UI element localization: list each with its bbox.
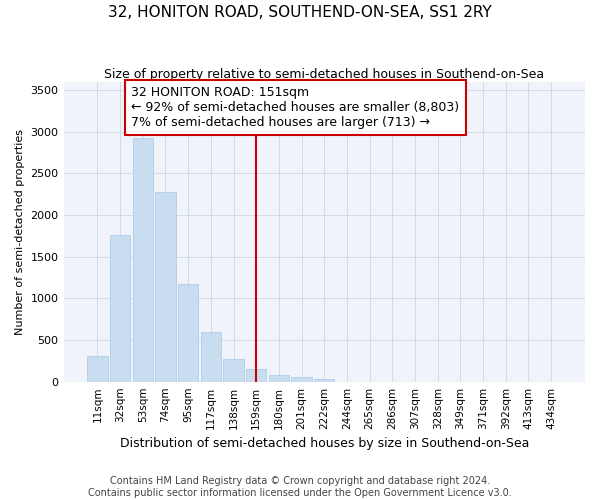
Y-axis label: Number of semi-detached properties: Number of semi-detached properties (15, 128, 25, 334)
Text: 32 HONITON ROAD: 151sqm
← 92% of semi-detached houses are smaller (8,803)
7% of : 32 HONITON ROAD: 151sqm ← 92% of semi-de… (131, 86, 460, 129)
Bar (178, 284, 199, 382)
Bar (314, 379, 334, 382)
Bar (110, 235, 130, 382)
X-axis label: Distribution of semi-detached houses by size in Southend-on-Sea: Distribution of semi-detached houses by … (119, 437, 529, 450)
Bar (87, 356, 107, 382)
Bar (200, 332, 221, 382)
Text: 32, HONITON ROAD, SOUTHEND-ON-SEA, SS1 2RY: 32, HONITON ROAD, SOUTHEND-ON-SEA, SS1 2… (108, 5, 492, 20)
Bar (223, 359, 244, 382)
Text: Contains HM Land Registry data © Crown copyright and database right 2024.
Contai: Contains HM Land Registry data © Crown c… (88, 476, 512, 498)
Bar (155, 192, 176, 382)
Bar (269, 375, 289, 382)
Bar (246, 369, 266, 382)
Bar (292, 377, 312, 382)
Bar (133, 138, 153, 382)
Title: Size of property relative to semi-detached houses in Southend-on-Sea: Size of property relative to semi-detach… (104, 68, 544, 80)
